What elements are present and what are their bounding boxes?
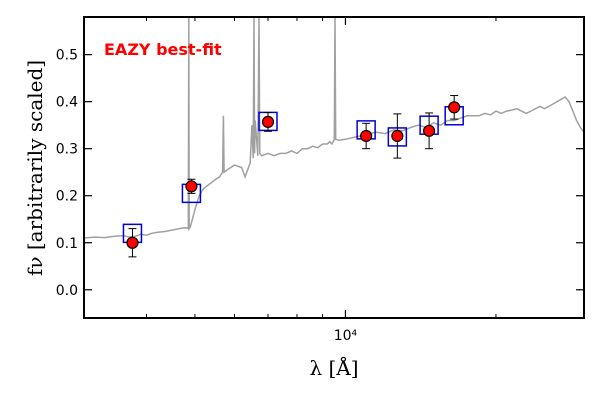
observed-flux-point xyxy=(185,180,198,193)
x-tick-label: 10⁴ xyxy=(334,328,358,344)
observed-flux-point xyxy=(391,129,404,143)
plot-frame xyxy=(83,16,585,319)
axis-ticks: 0.0 0.1 0.2 0.3 0.4 0.5 10⁴ xyxy=(56,17,584,344)
observed-flux-point xyxy=(261,115,275,128)
y-axis-label: fν [arbitrarily scaled] xyxy=(23,60,47,276)
y-tick-label: 0.1 xyxy=(56,236,78,252)
y-tick-label: 0.2 xyxy=(56,189,78,205)
observed-flux-point xyxy=(360,129,373,143)
axes-frame xyxy=(83,16,585,319)
observed-flux-point xyxy=(422,124,436,137)
plot-area xyxy=(84,17,584,258)
y-tick-label: 0.4 xyxy=(56,95,78,111)
observed-flux-point xyxy=(448,101,461,114)
sed-model-line xyxy=(84,17,584,239)
y-tick-label: 0.0 xyxy=(56,283,78,299)
observed-flux-point xyxy=(126,236,139,249)
x-axis-label: λ [Å] xyxy=(309,355,358,380)
y-tick-label: 0.5 xyxy=(56,48,78,64)
annotation-label: EAZY best-fit xyxy=(104,40,222,59)
y-tick-label: 0.3 xyxy=(56,142,78,158)
